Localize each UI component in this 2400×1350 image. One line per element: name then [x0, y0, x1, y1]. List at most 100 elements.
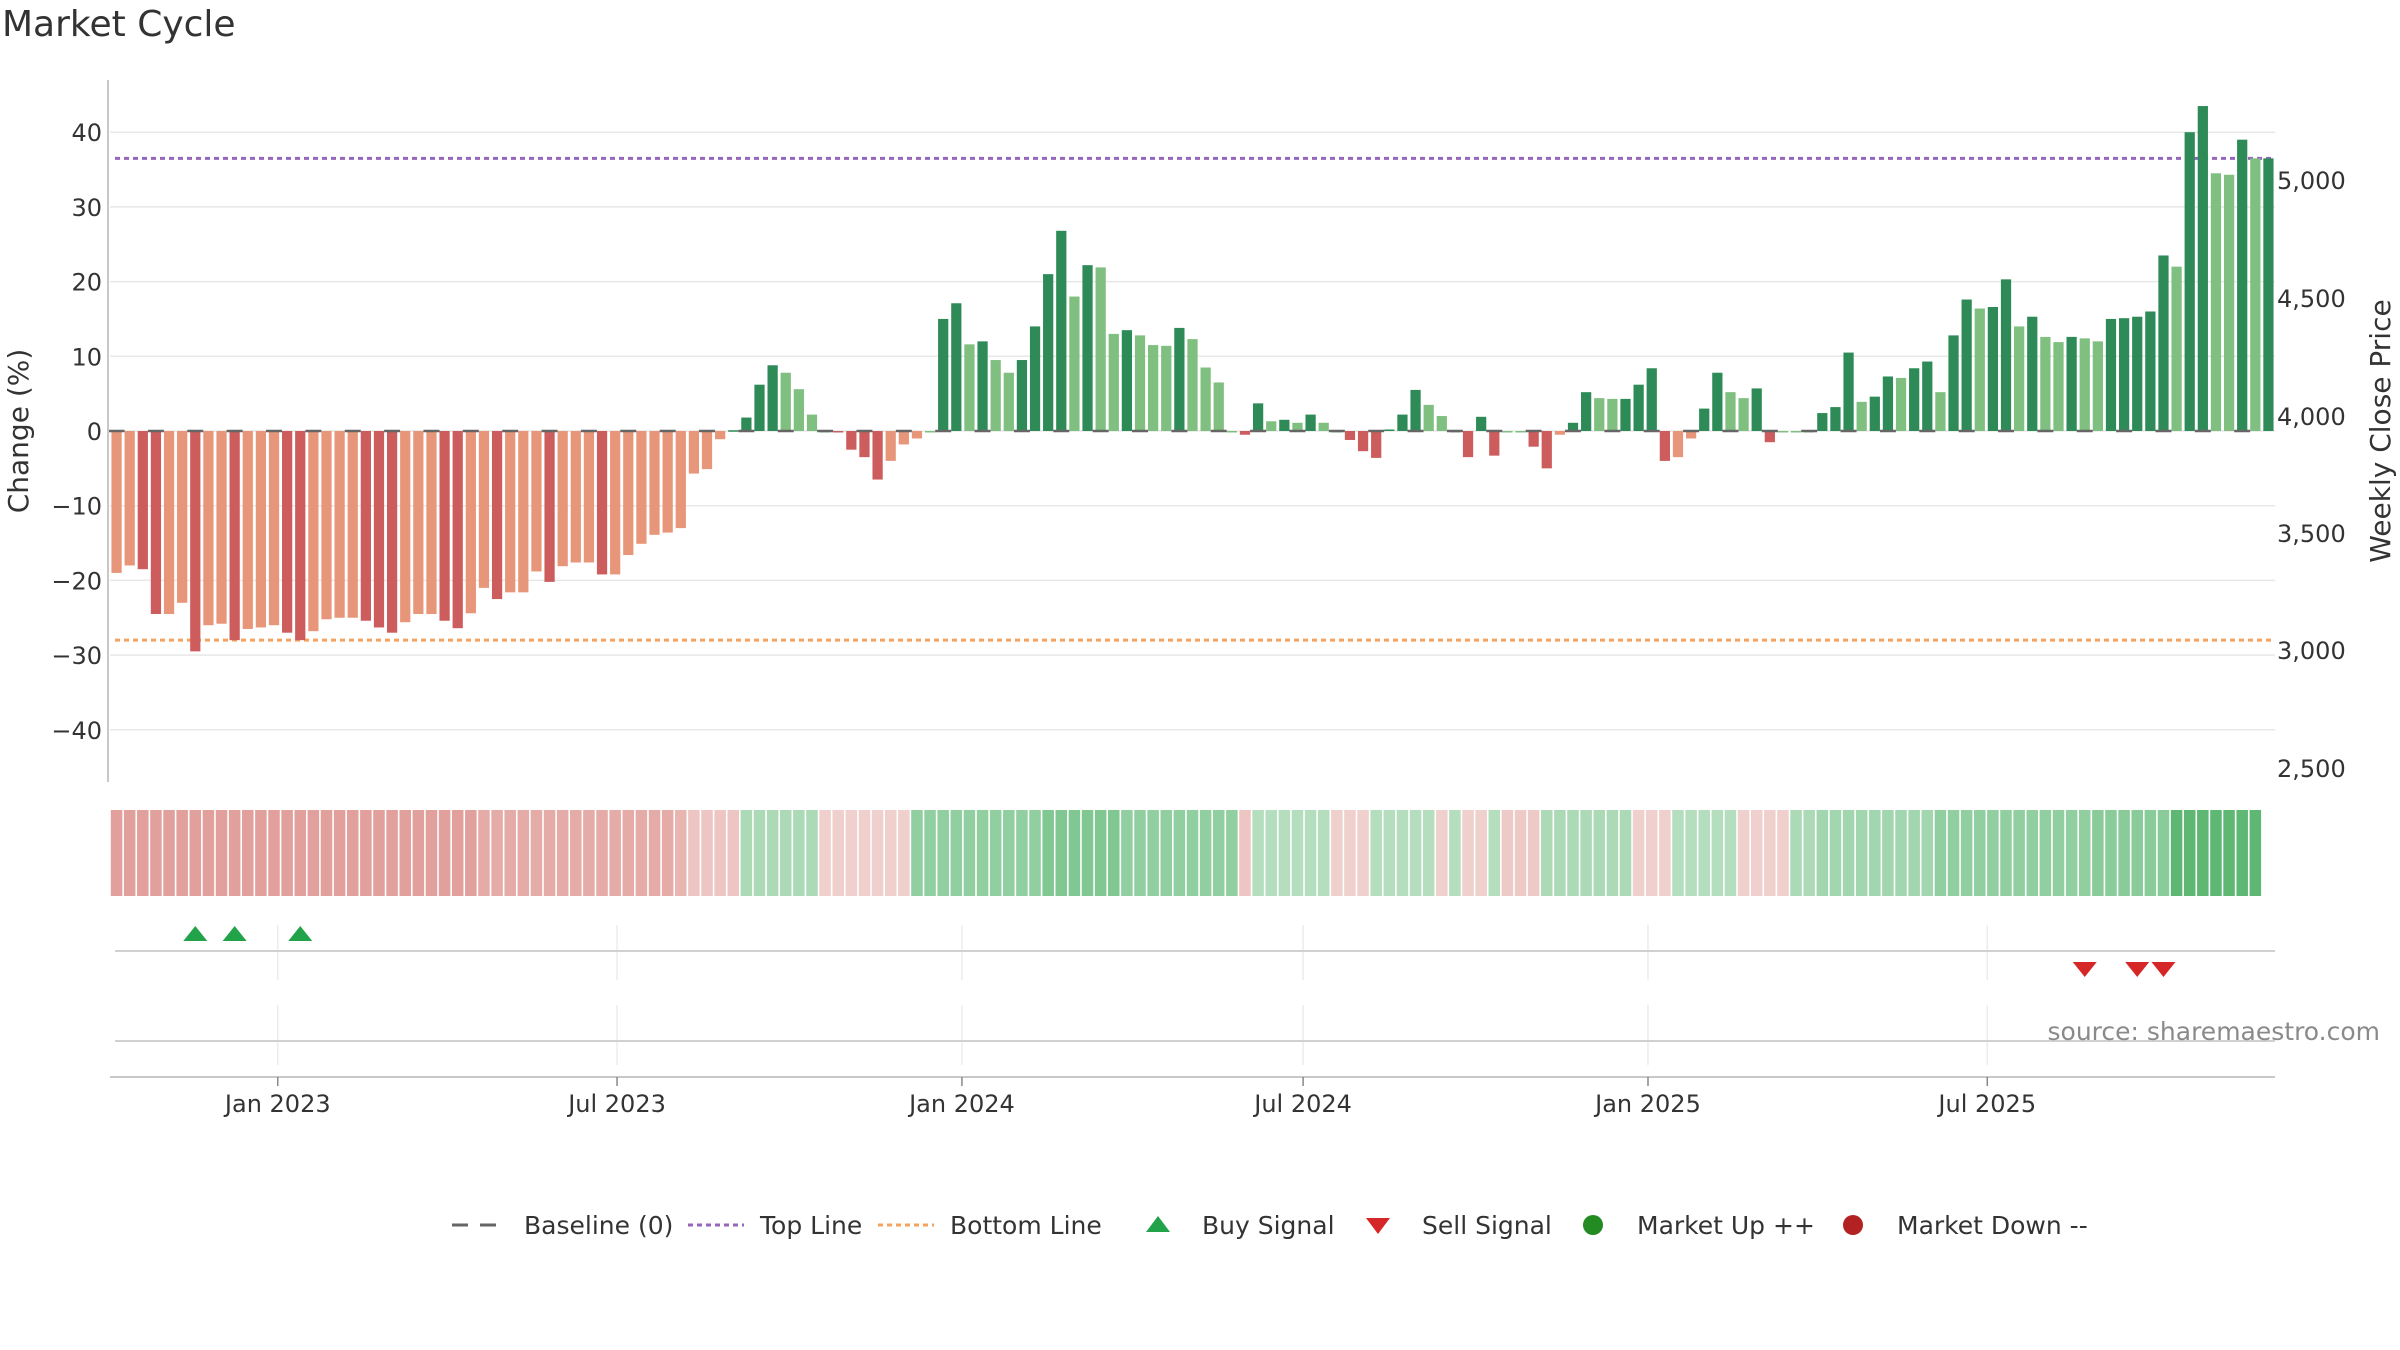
- bar: [649, 431, 660, 535]
- heat-cell: [1554, 810, 1566, 896]
- heat-cell: [1475, 810, 1487, 896]
- bar: [911, 431, 923, 439]
- heat-cell: [583, 810, 595, 896]
- bar: [2158, 255, 2169, 431]
- bar: [1436, 416, 1447, 431]
- heat-cell: [242, 810, 254, 896]
- bar: [1790, 431, 1802, 433]
- bar: [1397, 414, 1408, 431]
- bar: [1174, 327, 1185, 431]
- bar: [2184, 132, 2195, 431]
- legend-label: Bottom Line: [950, 1211, 1102, 1240]
- heat-cell: [333, 810, 346, 896]
- x-axis: Jan 2023 Jul 2023 Jan 2024 Jul 2024 Jan 2025…: [110, 1076, 2275, 1118]
- bar: [1935, 392, 1946, 431]
- heat-cell: [1750, 810, 1763, 896]
- y-left-tick-label: 40: [71, 119, 102, 147]
- y-left-axis-title: Change (%): [2, 349, 35, 514]
- bar: [990, 360, 1001, 431]
- heat-cell: [2236, 810, 2248, 896]
- heat-cell: [1659, 810, 1671, 896]
- bar: [1305, 414, 1316, 431]
- bar: [570, 431, 581, 563]
- bar: [2171, 266, 2182, 431]
- heat-cell: [1606, 810, 1619, 896]
- bar: [2053, 342, 2064, 431]
- y-left-tick-label: 30: [71, 194, 102, 222]
- bar: [1462, 431, 1474, 458]
- bar: [1672, 431, 1684, 458]
- bar: [2079, 338, 2090, 431]
- heat-cell: [268, 810, 280, 896]
- heat-cell: [1567, 810, 1579, 896]
- bar: [2092, 341, 2103, 431]
- x-tick-label: Jan 2023: [223, 1090, 331, 1118]
- bar: [308, 431, 319, 632]
- heat-cell: [924, 810, 936, 896]
- heat-cell: [675, 810, 687, 896]
- heat-cell: [399, 810, 411, 896]
- heat-cell: [1212, 810, 1225, 896]
- bar: [688, 431, 700, 474]
- chart-title: Market Cycle: [2, 4, 236, 45]
- bar: [111, 431, 122, 573]
- heat-cell: [1895, 810, 1907, 896]
- heat-cell: [2223, 810, 2235, 896]
- bar: [1502, 431, 1513, 433]
- x-tick-label: Jul 2025: [1936, 1090, 2036, 1118]
- heat-cell: [530, 810, 543, 896]
- heat-cell: [1134, 810, 1146, 896]
- bar: [596, 431, 608, 575]
- heat-cell: [189, 810, 202, 896]
- bar: [1817, 413, 1828, 431]
- heat-cell: [255, 810, 267, 896]
- heat-cell: [1987, 810, 1999, 896]
- bars-series: [111, 106, 2274, 652]
- heat-cell: [950, 810, 963, 896]
- legend-label: Top Line: [759, 1211, 862, 1240]
- heat-cell: [806, 810, 818, 896]
- heat-cell: [1803, 810, 1815, 896]
- heat-cell: [1842, 810, 1855, 896]
- heat-cell: [386, 810, 398, 896]
- legend-item: Buy Signal: [1146, 1211, 1335, 1240]
- legend-label: Baseline (0): [524, 1211, 673, 1240]
- bar: [2223, 174, 2235, 432]
- bar: [924, 431, 936, 433]
- legend-label: Market Down --: [1897, 1211, 2088, 1240]
- heat-cell: [1029, 810, 1041, 896]
- heat-cell: [1068, 810, 1081, 896]
- heat-cell: [1199, 810, 1212, 896]
- heat-cell: [1672, 810, 1684, 896]
- bar: [885, 431, 896, 461]
- bar: [1856, 401, 1867, 431]
- heat-cell: [1960, 810, 1973, 896]
- heat-cell: [911, 810, 923, 896]
- bar: [780, 372, 791, 431]
- bar: [177, 431, 188, 603]
- heat-cell: [635, 810, 648, 896]
- heat-cell: [1908, 810, 1920, 896]
- bar: [400, 431, 411, 623]
- y-left-tick-label: −20: [51, 567, 102, 595]
- y-right-tick-label: 4,500: [2277, 285, 2346, 313]
- bar: [386, 431, 398, 633]
- bar: [1121, 330, 1133, 431]
- heat-cell: [163, 810, 175, 896]
- heat-cell: [714, 810, 726, 896]
- heat-cell: [2170, 810, 2183, 896]
- heat-cell: [727, 810, 740, 896]
- heat-cell: [1317, 810, 1330, 896]
- gridlines: [110, 131, 2275, 731]
- heat-cell: [307, 810, 320, 896]
- bar: [505, 431, 516, 593]
- bar: [2105, 318, 2117, 431]
- heat-cell: [1094, 810, 1107, 896]
- y-right-axis-title: Weekly Close Price: [2364, 299, 2397, 562]
- bar: [977, 341, 988, 431]
- heat-cell: [1186, 810, 1199, 896]
- buy-signal-marker: [288, 926, 313, 941]
- heat-cell: [989, 810, 1002, 896]
- heat-cell: [1869, 810, 1881, 896]
- legend-label: Market Up ++: [1637, 1211, 1815, 1240]
